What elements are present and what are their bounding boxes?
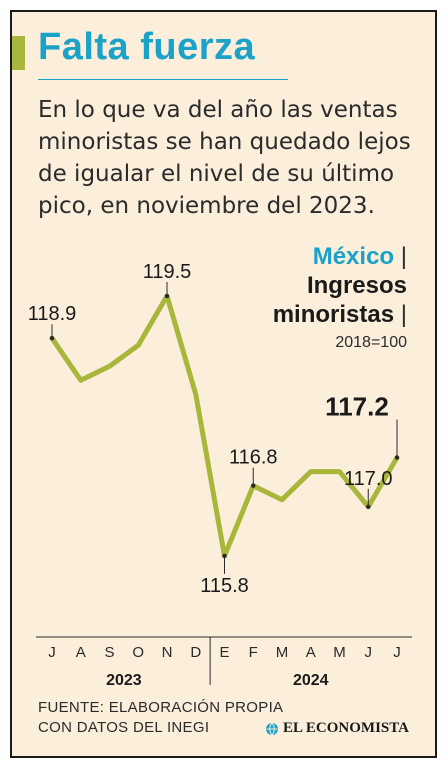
x-tick-label: A	[76, 644, 86, 661]
data-label: 119.5	[143, 261, 192, 283]
x-tick-label: M	[333, 644, 346, 661]
x-tick-label: F	[249, 644, 258, 661]
data-label: 117.2	[325, 392, 389, 422]
data-point	[222, 553, 227, 559]
brand-name: EL ECONOMISTA	[283, 720, 409, 736]
x-tick-label: D	[190, 644, 201, 661]
x-tick-label: J	[48, 644, 56, 661]
legend-separator-2: |	[400, 301, 407, 328]
year-label: 2024	[293, 672, 329, 689]
x-tick-label: J	[393, 644, 401, 661]
legend: México | Ingresos minoristas | 2018=100	[273, 242, 407, 357]
data-point	[366, 504, 371, 509]
title-rule	[38, 79, 288, 80]
source-line2: CON DATOS DEL INEGI	[38, 719, 210, 736]
x-tick-label: M	[276, 644, 289, 661]
chart-subtitle: En lo que va del año las ventas minorist…	[38, 97, 411, 219]
x-tick-label: E	[219, 644, 229, 661]
x-tick-label: A	[306, 644, 316, 661]
year-label: 2023	[106, 672, 142, 689]
data-label: 115.8	[200, 575, 249, 597]
x-tick-label: J	[365, 644, 373, 661]
data-point	[49, 335, 55, 341]
source-line1: FUENTE: ELABORACIÓN PROPIA	[38, 699, 284, 716]
legend-country: México	[312, 243, 395, 270]
x-tick-label: S	[104, 644, 114, 661]
data-label: 117.0	[344, 468, 393, 490]
x-tick-label: N	[162, 644, 173, 661]
legend-separator: |	[400, 243, 407, 270]
data-point	[394, 455, 400, 460]
legend-series-line2: minoristas	[272, 301, 395, 328]
source-note: FUENTE: ELABORACIÓN PROPIA CON DATOS DEL…	[38, 698, 283, 738]
infographic-card: Falta fuerza En lo que va del año las ve…	[10, 10, 437, 758]
accent-bar	[12, 36, 25, 70]
data-point	[251, 483, 256, 488]
chart-title: Falta fuerza	[38, 26, 256, 68]
data-label: 116.8	[229, 447, 278, 469]
x-tick-label: O	[132, 644, 144, 661]
data-point	[164, 293, 170, 299]
legend-series-line1: Ingresos	[306, 272, 407, 299]
data-label: 118.9	[28, 303, 77, 325]
brand: EL ECONOMISTA	[265, 720, 409, 737]
legend-base: 2018=100	[335, 334, 407, 351]
globe-icon	[266, 722, 278, 735]
